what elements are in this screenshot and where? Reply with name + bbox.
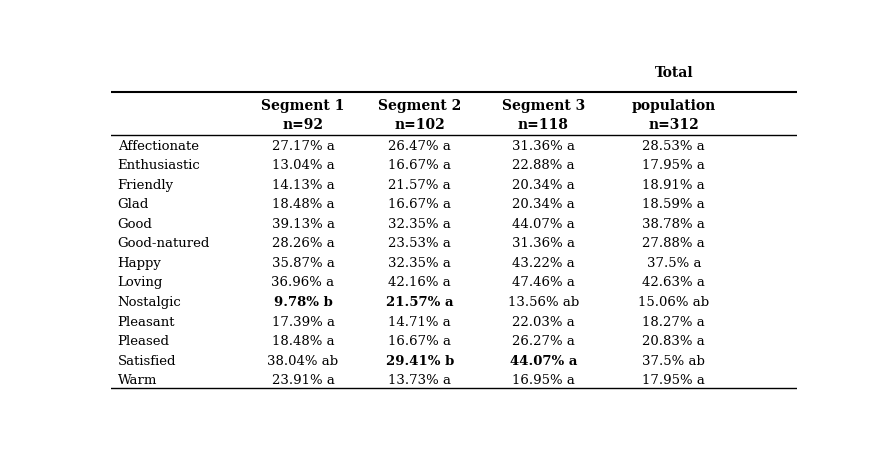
Text: 18.91% a: 18.91% a: [642, 179, 705, 191]
Text: n=312: n=312: [649, 118, 699, 131]
Text: 44.07% a: 44.07% a: [512, 217, 575, 230]
Text: 37.5% a: 37.5% a: [647, 256, 701, 269]
Text: 14.13% a: 14.13% a: [272, 179, 334, 191]
Text: Total: Total: [655, 66, 693, 80]
Text: 18.59% a: 18.59% a: [642, 198, 705, 211]
Text: 47.46% a: 47.46% a: [512, 276, 575, 289]
Text: 18.27% a: 18.27% a: [642, 315, 705, 328]
Text: 20.34% a: 20.34% a: [512, 179, 575, 191]
Text: 13.56% ab: 13.56% ab: [508, 295, 579, 308]
Text: 17.39% a: 17.39% a: [271, 315, 335, 328]
Text: 44.07% a: 44.07% a: [509, 354, 577, 367]
Text: 18.48% a: 18.48% a: [272, 334, 334, 347]
Text: 16.95% a: 16.95% a: [512, 373, 575, 387]
Text: Segment 2: Segment 2: [378, 99, 462, 113]
Text: 22.03% a: 22.03% a: [512, 315, 575, 328]
Text: Enthusiastic: Enthusiastic: [118, 159, 200, 172]
Text: 42.63% a: 42.63% a: [642, 276, 705, 289]
Text: Pleased: Pleased: [118, 334, 169, 347]
Text: 9.78% b: 9.78% b: [274, 295, 332, 308]
Text: 38.78% a: 38.78% a: [642, 217, 705, 230]
Text: 14.71% a: 14.71% a: [388, 315, 451, 328]
Text: 20.83% a: 20.83% a: [642, 334, 705, 347]
Text: 26.27% a: 26.27% a: [512, 334, 575, 347]
Text: 23.91% a: 23.91% a: [272, 373, 334, 387]
Text: Glad: Glad: [118, 198, 149, 211]
Text: 37.5% ab: 37.5% ab: [642, 354, 705, 367]
Text: 17.95% a: 17.95% a: [642, 159, 705, 172]
Text: 26.47% a: 26.47% a: [388, 139, 451, 152]
Text: 27.17% a: 27.17% a: [272, 139, 334, 152]
Text: n=102: n=102: [394, 118, 445, 131]
Text: 43.22% a: 43.22% a: [512, 256, 575, 269]
Text: 18.48% a: 18.48% a: [272, 198, 334, 211]
Text: 21.57% a: 21.57% a: [386, 295, 454, 308]
Text: 32.35% a: 32.35% a: [388, 217, 451, 230]
Text: Happy: Happy: [118, 256, 161, 269]
Text: Friendly: Friendly: [118, 179, 174, 191]
Text: 17.95% a: 17.95% a: [642, 373, 705, 387]
Text: 38.04% ab: 38.04% ab: [268, 354, 338, 367]
Text: Warm: Warm: [118, 373, 157, 387]
Text: 42.16% a: 42.16% a: [388, 276, 451, 289]
Text: 32.35% a: 32.35% a: [388, 256, 451, 269]
Text: 29.41% b: 29.41% b: [385, 354, 454, 367]
Text: population: population: [632, 99, 716, 113]
Text: 36.96% a: 36.96% a: [271, 276, 335, 289]
Text: 16.67% a: 16.67% a: [388, 198, 451, 211]
Text: 20.34% a: 20.34% a: [512, 198, 575, 211]
Text: 15.06% ab: 15.06% ab: [638, 295, 710, 308]
Text: 27.88% a: 27.88% a: [642, 237, 705, 250]
Text: Good-natured: Good-natured: [118, 237, 210, 250]
Text: 21.57% a: 21.57% a: [388, 179, 451, 191]
Text: Pleasant: Pleasant: [118, 315, 175, 328]
Text: 23.53% a: 23.53% a: [388, 237, 451, 250]
Text: Segment 3: Segment 3: [501, 99, 585, 113]
Text: 28.26% a: 28.26% a: [272, 237, 334, 250]
Text: Nostalgic: Nostalgic: [118, 295, 182, 308]
Text: Satisfied: Satisfied: [118, 354, 176, 367]
Text: 28.53% a: 28.53% a: [642, 139, 705, 152]
Text: 13.04% a: 13.04% a: [272, 159, 334, 172]
Text: 16.67% a: 16.67% a: [388, 334, 451, 347]
Text: 31.36% a: 31.36% a: [512, 139, 575, 152]
Text: 39.13% a: 39.13% a: [271, 217, 335, 230]
Text: 22.88% a: 22.88% a: [512, 159, 575, 172]
Text: Affectionate: Affectionate: [118, 139, 198, 152]
Text: Loving: Loving: [118, 276, 163, 289]
Text: 31.36% a: 31.36% a: [512, 237, 575, 250]
Text: 16.67% a: 16.67% a: [388, 159, 451, 172]
Text: n=92: n=92: [283, 118, 323, 131]
Text: 35.87% a: 35.87% a: [272, 256, 334, 269]
Text: Good: Good: [118, 217, 152, 230]
Text: n=118: n=118: [518, 118, 569, 131]
Text: Segment 1: Segment 1: [261, 99, 345, 113]
Text: 13.73% a: 13.73% a: [388, 373, 451, 387]
